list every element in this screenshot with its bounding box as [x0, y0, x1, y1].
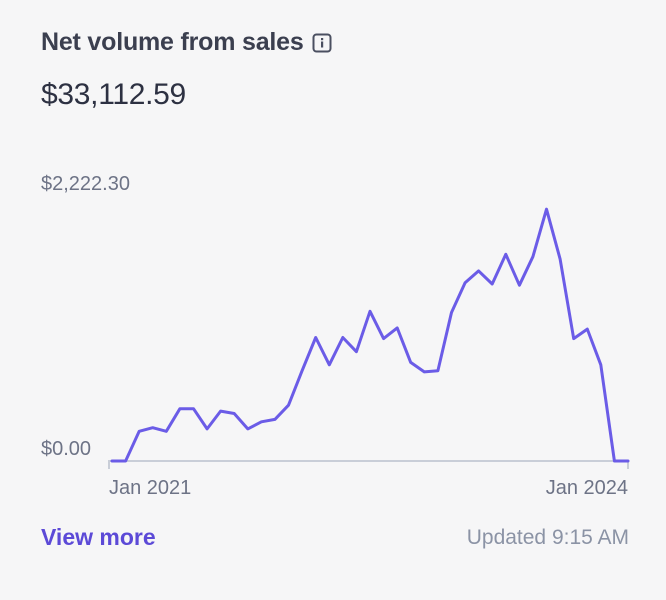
card-header: Net volume from sales — [41, 28, 332, 57]
net-volume-chart: $2,222.30 $0.00 Jan 2021 Jan 2024 — [41, 173, 630, 499]
y-min-label: $0.00 — [41, 438, 91, 460]
updated-timestamp: Updated 9:15 AM — [466, 526, 629, 549]
total-amount: $33,112.59 — [41, 78, 186, 111]
x-tick-label-start: Jan 2021 — [109, 477, 191, 499]
series-layer — [110, 207, 630, 463]
series-line — [110, 207, 630, 463]
card-title: Net volume from sales — [41, 28, 304, 56]
info-icon[interactable] — [312, 33, 332, 53]
view-more-link[interactable]: View more — [41, 524, 156, 550]
x-tick-label-end: Jan 2024 — [546, 477, 628, 499]
y-max-label: $2,222.30 — [41, 173, 130, 195]
